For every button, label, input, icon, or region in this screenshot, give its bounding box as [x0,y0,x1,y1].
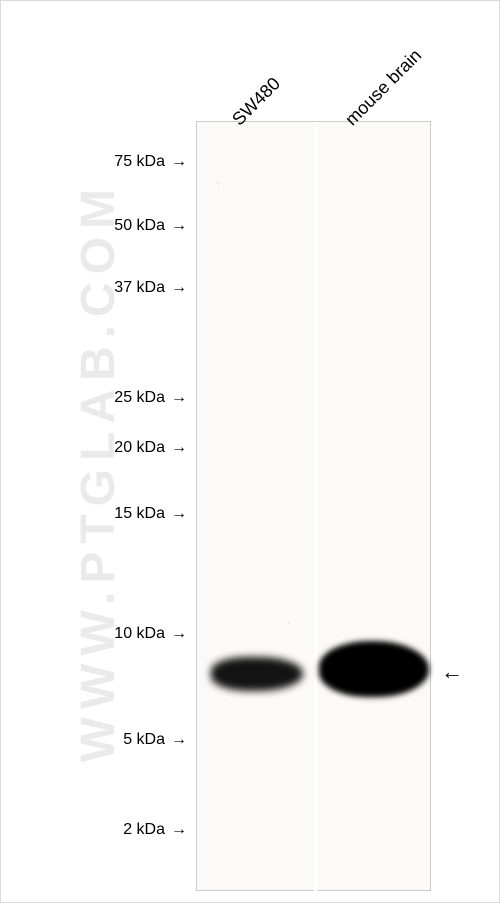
blot-band [211,657,303,691]
mw-marker: 15 kDa → [114,505,187,523]
western-blot-figure: WWW.PTGLAB.COM SW480 mouse brain 75 kDa→… [0,0,500,903]
noise [357,322,359,324]
mw-marker: 37 kDa → [114,279,187,297]
mw-marker: 2 kDa → [123,821,187,839]
mw-marker-label: 2 kDa [123,821,165,838]
mw-marker-label: 25 kDa [114,389,165,406]
mw-marker-label: 75 kDa [114,153,165,170]
arrow-right-icon: → [171,279,187,297]
mw-marker-label: 15 kDa [114,505,165,522]
mw-marker: 5 kDa → [123,731,187,749]
mw-marker-label: 37 kDa [114,279,165,296]
blot-membrane [196,121,431,891]
lane-divider [314,122,317,892]
mw-marker: 50 kDa → [114,217,187,235]
arrow-right-icon: → [171,731,187,749]
arrow-right-icon: → [171,217,187,235]
arrow-right-icon: → [171,821,187,839]
arrow-right-icon: → [171,389,187,407]
blot-band [319,641,429,697]
target-band-arrow: ← [441,659,463,685]
arrow-right-icon: → [171,153,187,171]
watermark: WWW.PTGLAB.COM [71,181,126,762]
mw-marker: 20 kDa → [114,439,187,457]
arrow-right-icon: → [171,439,187,457]
mw-marker-label: 50 kDa [114,217,165,234]
mw-marker: 10 kDa → [114,625,187,643]
mw-marker: 25 kDa → [114,389,187,407]
noise [397,172,399,174]
noise [217,182,220,185]
mw-marker: 75 kDa → [114,153,187,171]
mw-marker-label: 5 kDa [123,731,165,748]
mw-marker-label: 10 kDa [114,625,165,642]
noise [287,622,290,624]
mw-marker-label: 20 kDa [114,439,165,456]
lane-label-2: mouse brain [341,45,426,130]
arrow-right-icon: → [171,505,187,523]
arrow-right-icon: → [171,625,187,643]
